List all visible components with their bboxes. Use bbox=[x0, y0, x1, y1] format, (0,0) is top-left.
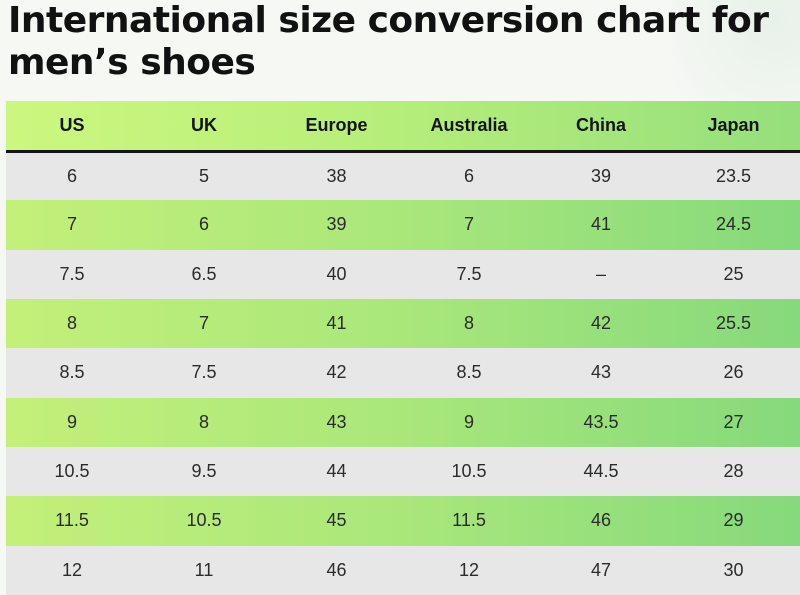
cell-china: 44.5 bbox=[583, 461, 619, 482]
cell-china: 46 bbox=[590, 510, 612, 531]
cell-us: 11.5 bbox=[55, 510, 89, 531]
cell-china: 43.5 bbox=[583, 411, 619, 432]
cell-us: 12 bbox=[61, 559, 83, 580]
column-header-europe: Europe bbox=[270, 101, 403, 153]
cell-europe: 41 bbox=[326, 313, 347, 334]
cell-us: 7 bbox=[66, 214, 77, 235]
cell-australia: 10.5 bbox=[451, 461, 487, 482]
column-header-uk: UK bbox=[138, 101, 270, 153]
cell-us: 8 bbox=[66, 313, 77, 334]
cell-europe: 42 bbox=[326, 362, 347, 383]
cell-us: 6 bbox=[66, 165, 77, 186]
cell-uk: 10.5 bbox=[186, 510, 222, 531]
cell-us: 9 bbox=[66, 411, 77, 432]
cell-japan: 23.5 bbox=[715, 165, 752, 186]
size-conversion-table: US UK Europe Australia China Japan 6 5 3… bbox=[6, 101, 800, 595]
cell-europe: 44 bbox=[326, 461, 347, 482]
table-row: 7.5 6.5 40 7.5 – 25 bbox=[6, 249, 800, 299]
table-row: 7 6 39 7 41 24.5 bbox=[6, 200, 800, 250]
cell-china: 42 bbox=[590, 313, 612, 334]
cell-europe: 45 bbox=[326, 510, 347, 531]
cell-japan: 29 bbox=[723, 510, 744, 531]
cell-australia: 7.5 bbox=[456, 263, 482, 284]
cell-europe: 39 bbox=[326, 214, 347, 235]
table-row: 6 5 38 6 39 23.5 bbox=[6, 151, 800, 201]
cell-uk: 11 bbox=[194, 559, 214, 580]
cell-australia: 9 bbox=[463, 411, 474, 432]
cell-japan: 28 bbox=[723, 461, 744, 482]
cell-uk: 5 bbox=[198, 165, 209, 186]
cell-australia: 12 bbox=[458, 559, 480, 580]
cell-uk: 8 bbox=[198, 411, 209, 432]
cell-japan: 24.5 bbox=[715, 214, 752, 235]
cell-us: 8.5 bbox=[59, 362, 85, 383]
cell-europe: 38 bbox=[326, 165, 347, 186]
table-row: 8 7 41 8 42 25.5 bbox=[6, 298, 800, 349]
cell-japan: 25 bbox=[723, 263, 744, 284]
cell-uk: 7 bbox=[198, 313, 209, 334]
background-accent bbox=[670, 0, 800, 100]
cell-japan: 26 bbox=[723, 362, 744, 383]
cell-australia: 11.5 bbox=[452, 510, 486, 531]
cell-europe: 43 bbox=[326, 411, 347, 432]
cell-uk: 7.5 bbox=[191, 362, 217, 383]
cell-us: 10.5 bbox=[54, 461, 90, 482]
header-row: US UK Europe Australia China Japan bbox=[6, 101, 800, 153]
cell-china: 47 bbox=[590, 559, 612, 580]
cell-australia: 8 bbox=[463, 313, 474, 334]
table-header: US UK Europe Australia China Japan bbox=[6, 101, 800, 153]
column-header-us: US bbox=[6, 101, 138, 153]
cell-china: 41 bbox=[590, 214, 612, 235]
cell-uk: 6.5 bbox=[191, 263, 217, 284]
cell-china: – bbox=[595, 263, 606, 284]
cell-china: 43 bbox=[590, 362, 612, 383]
column-header-china: China bbox=[535, 101, 667, 153]
cell-australia: 8.5 bbox=[456, 362, 482, 383]
cell-uk: 9.5 bbox=[191, 461, 217, 482]
column-header-japan: Japan bbox=[667, 101, 800, 153]
cell-australia: 7 bbox=[463, 214, 474, 235]
cell-europe: 46 bbox=[326, 559, 347, 580]
table-row: 9 8 43 9 43.5 27 bbox=[6, 397, 800, 447]
column-header-australia: Australia bbox=[403, 101, 535, 153]
table-row: 8.5 7.5 42 8.5 43 26 bbox=[6, 348, 800, 398]
cell-us: 7.5 bbox=[59, 263, 85, 284]
cell-australia: 6 bbox=[463, 165, 474, 186]
table-row: 11.5 10.5 45 11.5 46 29 bbox=[6, 496, 800, 546]
cell-europe: 40 bbox=[326, 263, 347, 284]
cell-china: 39 bbox=[590, 165, 612, 186]
cell-japan: 27 bbox=[723, 411, 744, 432]
table-row: 12 11 46 12 47 30 bbox=[6, 545, 800, 595]
cell-japan: 30 bbox=[723, 559, 744, 580]
cell-japan: 25.5 bbox=[715, 313, 752, 334]
cell-uk: 6 bbox=[198, 214, 209, 235]
table-row: 10.5 9.5 44 10.5 44.5 28 bbox=[6, 446, 800, 497]
table-body: 6 5 38 6 39 23.5 7 6 39 7 41 24.5 7.5 6.… bbox=[6, 151, 800, 595]
page-title: International size conversion chart for … bbox=[8, 0, 769, 83]
